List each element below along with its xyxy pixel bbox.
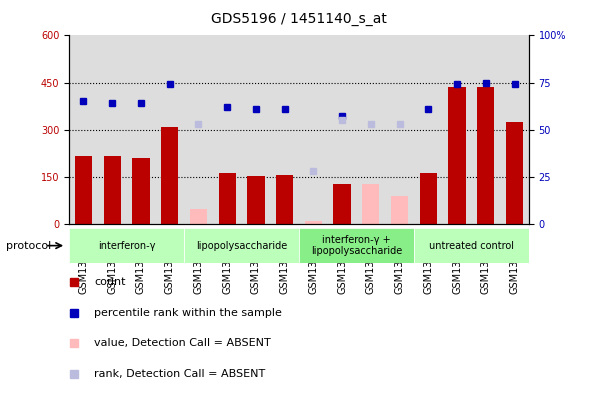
Bar: [184, 35, 213, 224]
Bar: [299, 228, 414, 263]
Bar: [448, 86, 466, 224]
Bar: [219, 173, 236, 224]
Bar: [75, 156, 92, 224]
Bar: [477, 86, 495, 224]
Bar: [69, 35, 98, 224]
Bar: [276, 174, 293, 224]
Text: percentile rank within the sample: percentile rank within the sample: [94, 308, 282, 318]
Bar: [98, 35, 127, 224]
Text: protocol: protocol: [6, 241, 51, 251]
Text: rank, Detection Call = ABSENT: rank, Detection Call = ABSENT: [94, 369, 266, 379]
Bar: [385, 35, 414, 224]
Text: lipopolysaccharide: lipopolysaccharide: [196, 241, 287, 251]
Bar: [161, 127, 178, 224]
Bar: [247, 176, 264, 224]
Text: value, Detection Call = ABSENT: value, Detection Call = ABSENT: [94, 338, 271, 348]
Bar: [328, 35, 356, 224]
Text: untreated control: untreated control: [429, 241, 514, 251]
Text: count: count: [94, 277, 126, 287]
Bar: [270, 35, 299, 224]
Bar: [362, 184, 379, 224]
Bar: [419, 173, 437, 224]
Bar: [242, 35, 270, 224]
Bar: [213, 35, 242, 224]
Bar: [299, 35, 328, 224]
Bar: [103, 156, 121, 224]
Bar: [443, 35, 471, 224]
Bar: [356, 35, 385, 224]
Bar: [155, 35, 184, 224]
Bar: [127, 35, 155, 224]
Text: GDS5196 / 1451140_s_at: GDS5196 / 1451140_s_at: [211, 12, 387, 26]
Bar: [414, 35, 443, 224]
Bar: [391, 196, 408, 224]
Bar: [506, 123, 523, 224]
Bar: [471, 35, 500, 224]
Bar: [190, 209, 207, 224]
Bar: [132, 158, 150, 224]
Bar: [69, 228, 184, 263]
Bar: [184, 228, 299, 263]
Bar: [305, 221, 322, 224]
Bar: [500, 35, 529, 224]
Bar: [334, 184, 351, 224]
Text: interferon-γ +
lipopolysaccharide: interferon-γ + lipopolysaccharide: [311, 235, 402, 256]
Bar: [414, 228, 529, 263]
Text: interferon-γ: interferon-γ: [98, 241, 155, 251]
